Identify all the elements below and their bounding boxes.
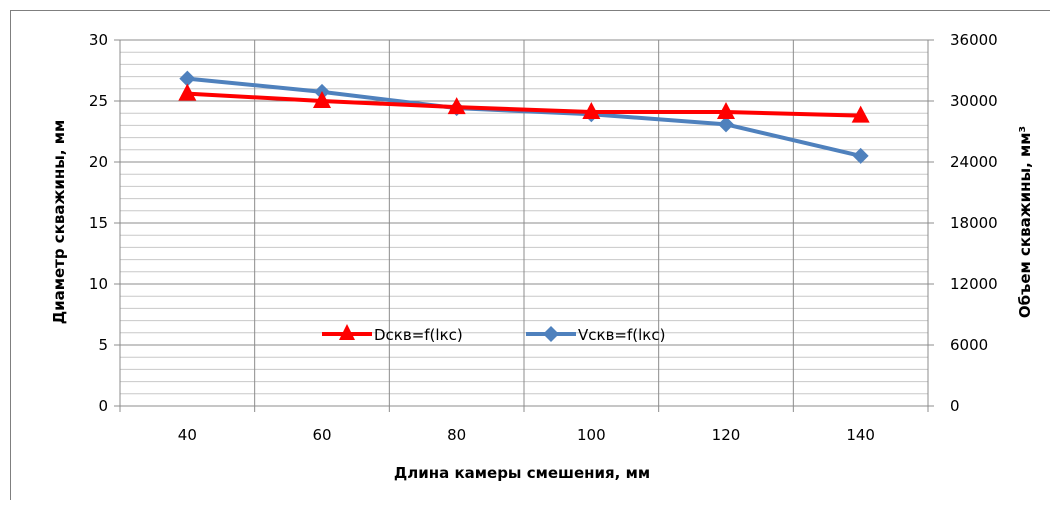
data-point-dskv: [582, 101, 601, 119]
data-point-dskv: [313, 91, 331, 108]
legend: Dскв=f(lкс) Vскв=f(lкс): [322, 324, 665, 344]
right-tick-label: 36000: [950, 31, 998, 49]
data-point-vskv: [852, 147, 869, 164]
left-tick-label: 0: [98, 397, 108, 415]
data-point-dskv: [178, 83, 197, 101]
x-axis-title: Длина камеры смешения, мм: [394, 464, 650, 482]
chart-frame: [10, 10, 1050, 500]
left-tick-label: 5: [98, 336, 108, 354]
data-point-dskv: [851, 105, 870, 123]
series-layer: [178, 70, 870, 164]
right-tick-label: 18000: [950, 214, 998, 232]
left-axis-ticks: 0 5 10 15 20 25 30: [89, 31, 108, 415]
left-tick-label: 15: [89, 214, 108, 232]
x-tick-label: 100: [577, 426, 606, 444]
right-tick-label: 30000: [950, 92, 998, 110]
right-tick-label: 6000: [950, 336, 988, 354]
x-tick-label: 80: [447, 426, 466, 444]
data-point-dskv: [447, 97, 466, 115]
axes: [114, 39, 934, 412]
left-tick-label: 10: [89, 275, 108, 293]
x-axis-ticks: 40 60 80 100 120 140: [178, 426, 875, 444]
left-tick-label: 30: [89, 31, 108, 49]
series-line-dskv: [187, 91, 861, 118]
right-tick-label: 0: [950, 397, 960, 415]
legend-diamond-marker: [543, 326, 559, 342]
x-tick-label: 140: [846, 426, 875, 444]
major-gridlines: [120, 39, 928, 406]
x-tick-label: 120: [712, 426, 741, 444]
data-point-vskv: [718, 116, 734, 133]
legend-triangle-marker: [339, 324, 355, 340]
left-axis-title: Диаметр скважины, мм: [50, 120, 68, 325]
left-tick-label: 25: [89, 92, 108, 110]
legend-label-dskv: Dскв=f(lкс): [374, 326, 463, 344]
x-tick-label: 60: [312, 426, 331, 444]
left-tick-label: 20: [89, 153, 108, 171]
data-point-vskv: [179, 70, 196, 87]
right-tick-label: 12000: [950, 275, 998, 293]
right-tick-label: 24000: [950, 153, 998, 171]
right-axis-title: Объем скважины, мм³: [1016, 126, 1034, 318]
right-axis-ticks: 0 6000 12000 18000 24000 30000 36000: [950, 31, 998, 415]
legend-label-vskv: Vскв=f(lкс): [578, 326, 665, 344]
data-point-dskv: [717, 101, 735, 119]
x-tick-label: 40: [178, 426, 197, 444]
